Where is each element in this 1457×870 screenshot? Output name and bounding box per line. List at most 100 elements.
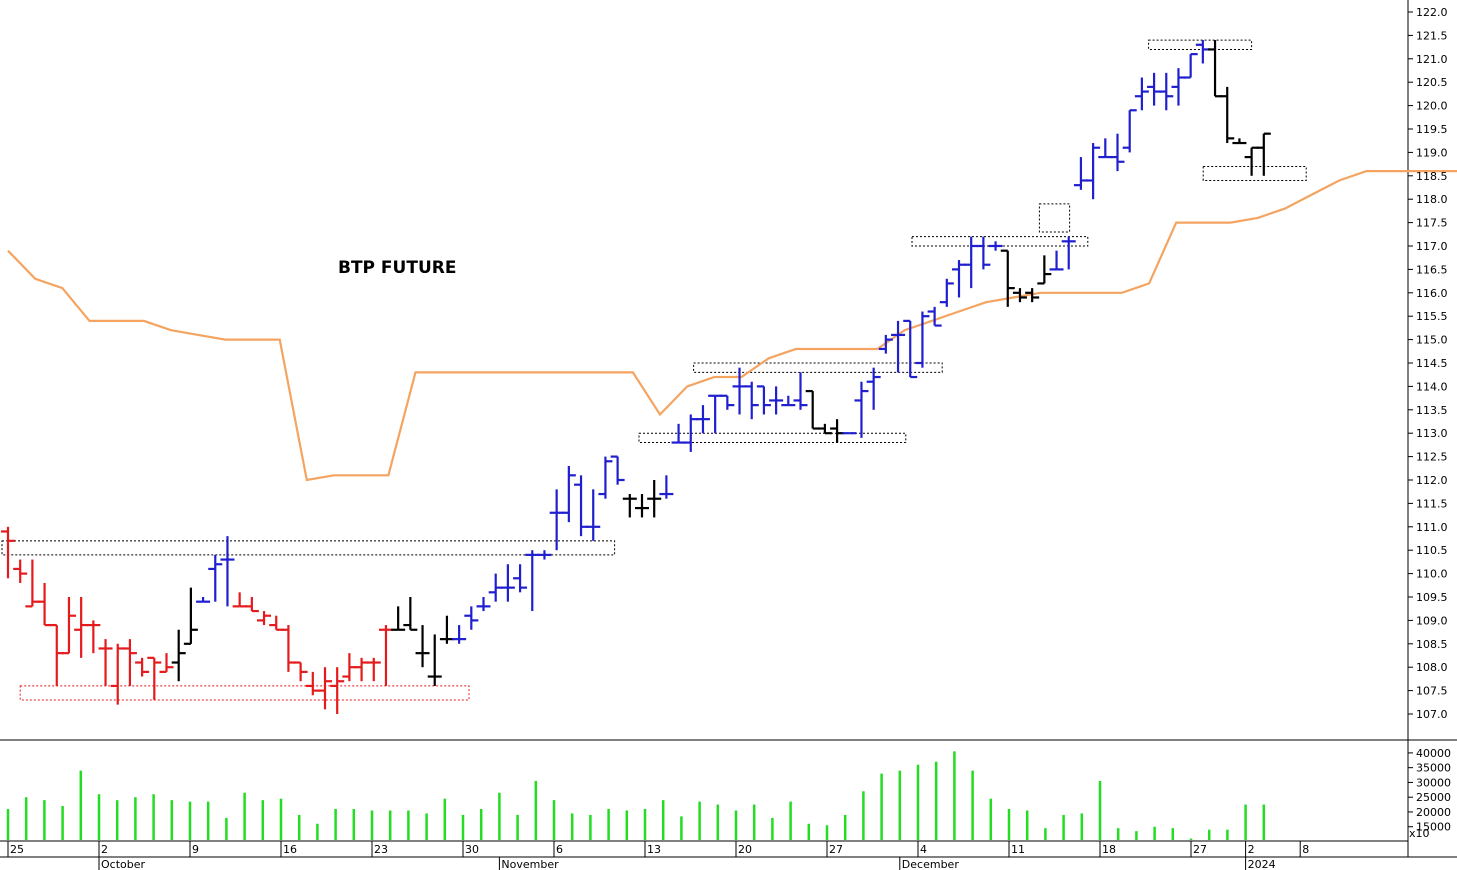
ohlc-bar [830,419,845,443]
ohlc-bar [513,564,528,593]
ohlc-bar [1073,157,1088,190]
ohlc-bar [805,389,820,430]
ohlc-bar [1171,68,1186,106]
ohlc-bar [1159,72,1174,111]
ohlc-bar [244,597,259,613]
ohlc-bar [903,319,918,379]
indicator-line [7,170,1457,482]
ohlc-bar [1012,288,1027,303]
price-tick-label: 116.5 [1416,263,1448,276]
price-tick-label: 122.0 [1416,6,1448,19]
ohlc-bar [391,606,406,631]
ohlc-bar [98,639,113,686]
time-tick-label: 30 [465,843,479,856]
ohlc-bar [257,611,272,626]
ohlc-bar [720,394,735,410]
price-tick-label: 109.0 [1416,614,1448,627]
time-tick-label: 27 [829,843,843,856]
month-label: December [902,858,960,870]
price-tick-label: 108.0 [1416,661,1448,674]
ohlc-bar [610,455,625,485]
time-tick-label: 18 [1102,843,1116,856]
ohlc-bar [305,671,320,696]
price-tick-label: 116.0 [1416,287,1448,300]
time-tick-label: 8 [1302,843,1309,856]
ohlc-bar [86,620,101,654]
ohlc-bar [378,625,393,686]
ohlc-bar [1049,250,1064,271]
ohlc-bar [1195,40,1210,64]
zone-box [911,236,1089,247]
price-tick-label: 114.0 [1416,380,1448,393]
time-tick-label: 27 [1193,843,1207,856]
ohlc-bar [1220,86,1235,144]
volume-multiplier: x10 [1409,827,1430,840]
time-tick-label: 9 [192,843,199,856]
ohlc-bar [744,381,759,420]
price-tick-label: 111.5 [1416,497,1448,510]
ohlc-bar [37,582,52,627]
zone-box [1148,39,1253,50]
ohlc-bar [1134,77,1149,111]
zone-box [1038,203,1071,233]
ohlc-bar [927,306,942,327]
ohlc-bar [1122,109,1137,153]
ohlc-bar [110,643,125,705]
price-tick-label: 109.5 [1416,591,1448,604]
ohlc-bar [659,475,674,499]
ohlc-bar [25,559,40,608]
ohlc-bar [122,639,137,686]
ohlc-bar [1256,132,1271,176]
time-tick-label: 23 [374,843,388,856]
ohlc-bar [500,564,515,602]
ohlc-bar [1183,53,1198,79]
time-tick-label: 16 [283,843,297,856]
ohlc-bar [183,587,198,645]
ohlc-bar [891,320,906,373]
price-tick-label: 118.5 [1416,170,1448,183]
ohlc-bar [817,423,832,435]
ohlc-bar [647,480,662,518]
month-label: October [101,858,145,870]
ohlc-bar [793,372,808,410]
indicator-line-path [7,170,1457,482]
ohlc-bar [488,573,503,602]
ohlc-bar [1037,255,1052,285]
price-tick-label: 121.0 [1416,53,1448,66]
month-label: November [501,858,559,870]
price-tick-label: 108.5 [1416,638,1448,651]
volume-bars [6,751,1266,840]
ohlc-bar [561,465,576,523]
volume-tick-label: 30000 [1416,776,1451,789]
time-tick-label: 4 [920,843,927,856]
ohlc-bar [708,394,723,434]
time-tick-label: 13 [647,843,661,856]
ohlc-bar [171,629,186,682]
ohlc-bar [232,592,247,608]
ohlc-bar [1086,143,1101,200]
ohlc-bar [537,550,552,560]
ohlc-bar [866,367,881,410]
ohlc-bar [939,278,954,307]
ohlc-bar [135,657,150,677]
ohlc-bar [952,260,966,298]
time-tick-label: 6 [556,843,563,856]
ohlc-bar [695,405,710,434]
ohlc-bar [1244,146,1259,176]
price-tick-label: 107.5 [1416,685,1448,698]
ohlc-bar [439,615,454,644]
chart-title: BTP FUTURE [338,258,456,278]
ohlc-bar [622,494,637,518]
price-tick-label: 119.0 [1416,146,1448,159]
zone-box [1,540,616,556]
support-resistance-boxes [1,39,1307,701]
price-tick-label: 112.5 [1416,451,1448,464]
ohlc-bar [1025,288,1040,303]
time-tick-label: 25 [10,843,24,856]
ohlc-bar [976,236,991,270]
price-tick-label: 115.5 [1416,310,1448,323]
price-tick-label: 118.0 [1416,193,1448,206]
ohlc-bar [49,623,64,686]
ohlc-bar [61,597,76,655]
